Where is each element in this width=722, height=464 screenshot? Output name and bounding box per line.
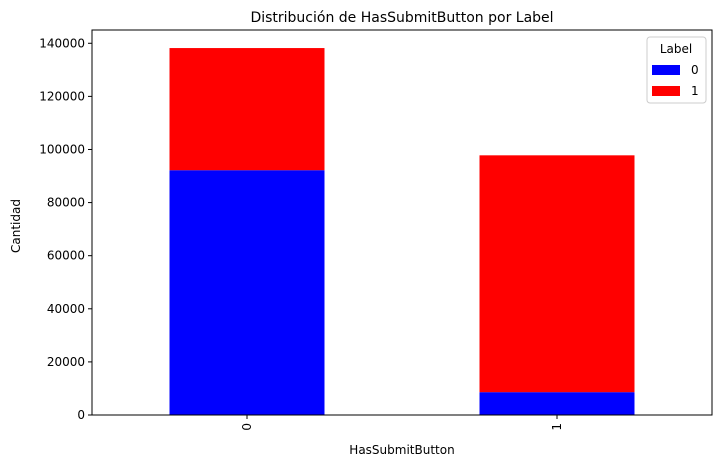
x-tick-label: 1 <box>550 423 564 431</box>
y-axis-label: Cantidad <box>9 199 23 253</box>
y-tick-label: 20000 <box>47 355 85 369</box>
x-tick-label: 0 <box>240 423 254 431</box>
bar-cat-0-label-0 <box>169 170 325 415</box>
x-axis-label: HasSubmitButton <box>349 443 454 457</box>
legend-label-1: 1 <box>691 84 699 98</box>
legend-label-0: 0 <box>691 63 699 77</box>
legend-swatch-1 <box>652 86 680 96</box>
y-tick-label: 140000 <box>39 36 85 50</box>
y-tick-label: 80000 <box>47 196 85 210</box>
bar-cat-1-label-0 <box>479 392 635 415</box>
bars-group <box>169 48 635 415</box>
y-tick-label: 0 <box>77 408 85 422</box>
plot-frame <box>91 29 713 416</box>
bar-cat-0-label-1 <box>169 48 325 171</box>
bar-cat-1-label-1 <box>479 155 635 393</box>
legend: Label 0 1 <box>646 36 707 104</box>
y-tick-label: 60000 <box>47 249 85 263</box>
legend-title: Label <box>660 42 692 56</box>
chart-title: Distribución de HasSubmitButton por Labe… <box>250 10 553 26</box>
axes-group: 0 20000 40000 60000 80000 100000 120000 140000 0… <box>39 29 713 431</box>
y-tick-label: 40000 <box>47 302 85 316</box>
y-tick-label: 120000 <box>39 89 85 103</box>
y-tick-label: 100000 <box>39 142 85 156</box>
legend-swatch-0 <box>652 65 680 75</box>
